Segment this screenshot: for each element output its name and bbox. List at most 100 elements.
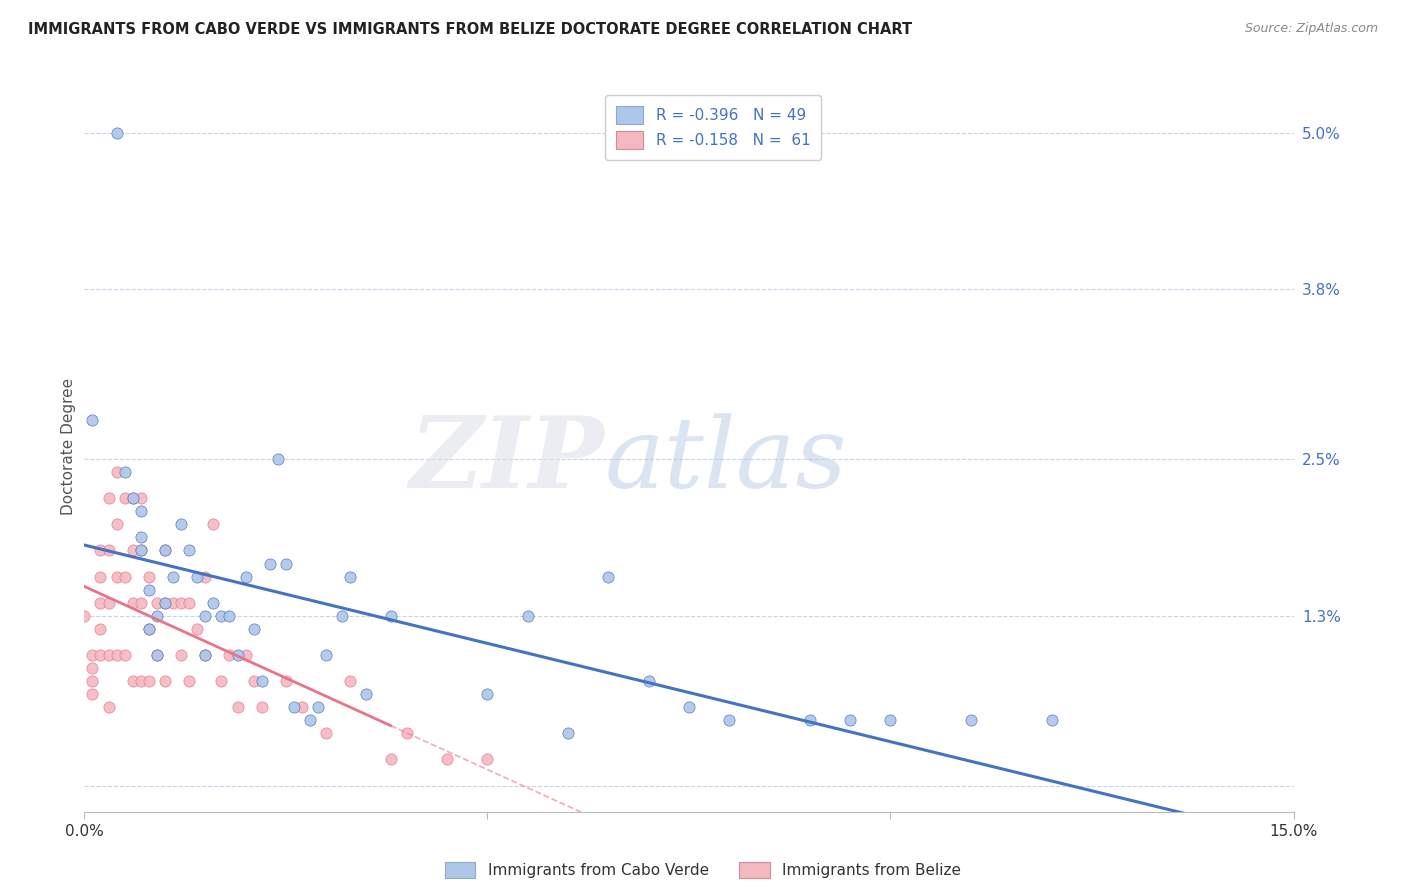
Point: [105, 126, 128, 140]
Point: [315, 648, 337, 662]
Point: [226, 700, 249, 714]
Point: [121, 674, 143, 689]
Point: [395, 726, 418, 740]
Point: [380, 608, 402, 623]
Point: [138, 674, 160, 689]
Point: [146, 648, 169, 662]
Point: [105, 569, 128, 583]
Point: [283, 700, 305, 714]
Point: [114, 648, 136, 662]
Point: [138, 622, 160, 636]
Point: [179, 596, 201, 610]
Point: [274, 557, 297, 571]
Text: IMMIGRANTS FROM CABO VERDE VS IMMIGRANTS FROM BELIZE DOCTORATE DEGREE CORRELATIO: IMMIGRANTS FROM CABO VERDE VS IMMIGRANTS…: [28, 22, 912, 37]
Point: [82, 648, 104, 662]
Point: [879, 714, 901, 728]
Point: [209, 674, 232, 689]
Point: [218, 608, 240, 623]
Point: [97, 596, 120, 610]
Point: [153, 596, 176, 610]
Point: [105, 465, 128, 479]
Point: [557, 726, 579, 740]
Point: [330, 608, 353, 623]
Point: [129, 530, 152, 544]
Text: atlas: atlas: [605, 413, 846, 508]
Point: [129, 543, 152, 558]
Legend: Immigrants from Cabo Verde, Immigrants from Belize: Immigrants from Cabo Verde, Immigrants f…: [439, 856, 967, 884]
Point: [477, 752, 499, 766]
Point: [477, 687, 499, 701]
Point: [250, 674, 273, 689]
Point: [186, 569, 208, 583]
Point: [162, 596, 184, 610]
Point: [170, 596, 193, 610]
Point: [637, 674, 659, 689]
Point: [179, 543, 201, 558]
Point: [89, 569, 111, 583]
Point: [242, 622, 264, 636]
Point: [153, 596, 176, 610]
Point: [153, 543, 176, 558]
Point: [89, 596, 111, 610]
Point: [250, 700, 273, 714]
Point: [129, 504, 152, 518]
Point: [89, 543, 111, 558]
Point: [356, 687, 378, 701]
Point: [129, 491, 152, 506]
Point: [146, 648, 169, 662]
Point: [194, 608, 217, 623]
Point: [170, 648, 193, 662]
Point: [162, 569, 184, 583]
Point: [82, 413, 104, 427]
Point: [678, 700, 700, 714]
Point: [235, 569, 257, 583]
Point: [82, 674, 104, 689]
Point: [89, 622, 111, 636]
Point: [138, 569, 160, 583]
Point: [315, 726, 337, 740]
Point: [718, 714, 741, 728]
Point: [194, 648, 217, 662]
Point: [194, 648, 217, 662]
Legend: R = -0.396   N = 49, R = -0.158   N =  61: R = -0.396 N = 49, R = -0.158 N = 61: [605, 95, 821, 160]
Point: [235, 648, 257, 662]
Point: [129, 674, 152, 689]
Point: [799, 714, 821, 728]
Point: [121, 491, 143, 506]
Point: [202, 596, 225, 610]
Point: [960, 714, 983, 728]
Point: [82, 661, 104, 675]
Point: [153, 674, 176, 689]
Point: [97, 648, 120, 662]
Point: [138, 582, 160, 597]
Point: [170, 517, 193, 532]
Point: [105, 517, 128, 532]
Point: [153, 543, 176, 558]
Point: [202, 517, 225, 532]
Point: [129, 596, 152, 610]
Point: [209, 608, 232, 623]
Point: [339, 569, 361, 583]
Point: [114, 491, 136, 506]
Point: [97, 491, 120, 506]
Point: [129, 543, 152, 558]
Point: [516, 608, 538, 623]
Point: [97, 700, 120, 714]
Point: [121, 543, 143, 558]
Point: [138, 622, 160, 636]
Text: ZIP: ZIP: [409, 412, 605, 508]
Point: [274, 674, 297, 689]
Point: [380, 752, 402, 766]
Point: [121, 596, 143, 610]
Point: [226, 648, 249, 662]
Point: [105, 648, 128, 662]
Point: [598, 569, 620, 583]
Point: [121, 491, 143, 506]
Point: [839, 714, 862, 728]
Y-axis label: Doctorate Degree: Doctorate Degree: [60, 377, 76, 515]
Point: [97, 543, 120, 558]
Point: [242, 674, 264, 689]
Point: [307, 700, 329, 714]
Point: [339, 674, 361, 689]
Point: [299, 714, 322, 728]
